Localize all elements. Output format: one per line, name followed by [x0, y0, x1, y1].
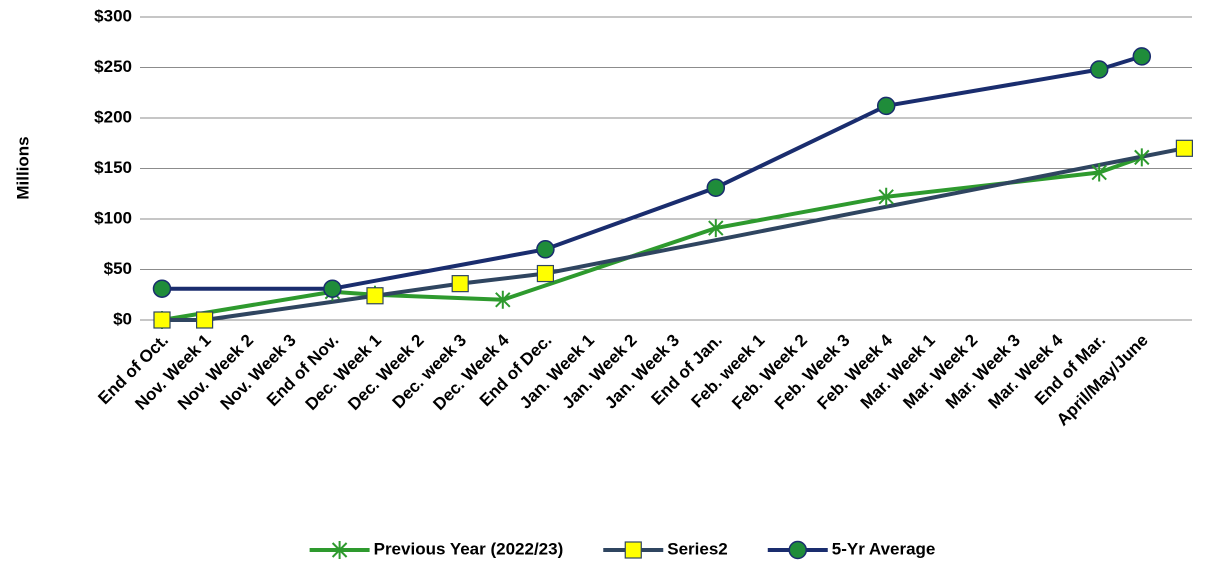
y-tick-label: $250 [94, 57, 132, 76]
point [878, 187, 894, 206]
legend-label: Series2 [667, 539, 728, 558]
legend-item: 5-Yr Average [767, 539, 936, 560]
point [196, 311, 214, 329]
y-tick-label: $150 [94, 158, 132, 177]
point [1134, 148, 1150, 167]
point [366, 287, 384, 305]
legend-marker [624, 541, 642, 559]
y-tick-label: $0 [113, 309, 132, 328]
legend-item: Series2 [603, 539, 728, 559]
point [495, 290, 511, 309]
legend-marker [788, 540, 808, 560]
point [706, 178, 726, 197]
point [1089, 60, 1109, 79]
point [1175, 139, 1194, 157]
point [536, 264, 555, 283]
y-axis-label: Millions [13, 136, 32, 199]
legend-label: 5-Yr Average [832, 539, 936, 558]
y-tick-label: $300 [94, 6, 132, 25]
legend-item: Previous Year (2022/23) [309, 539, 564, 559]
point [323, 279, 342, 298]
point [1091, 163, 1107, 182]
legend-marker [331, 541, 348, 559]
point [1132, 47, 1152, 66]
legend-label: Previous Year (2022/23) [374, 539, 564, 558]
y-tick-label: $100 [94, 208, 132, 227]
point [708, 219, 724, 238]
point [536, 240, 555, 259]
point [153, 311, 171, 329]
point [152, 279, 172, 298]
y-tick-label: $50 [104, 259, 132, 278]
series-line [161, 155, 1143, 322]
y-tick-label: $200 [94, 107, 132, 126]
point [876, 96, 896, 116]
point [451, 275, 469, 293]
